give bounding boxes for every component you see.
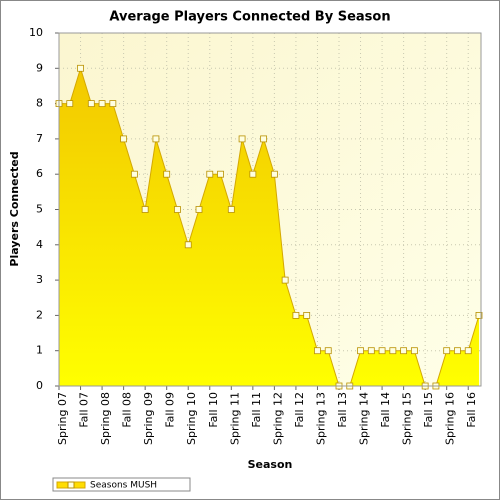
x-tick-label: Fall 09 bbox=[164, 392, 177, 428]
marker bbox=[464, 347, 472, 355]
x-axis-title: Season bbox=[248, 458, 293, 471]
x-tick-label: Fall 11 bbox=[250, 392, 263, 428]
marker bbox=[163, 170, 171, 178]
marker bbox=[120, 135, 128, 143]
marker bbox=[270, 170, 278, 178]
marker bbox=[249, 170, 257, 178]
marker bbox=[454, 347, 461, 355]
marker bbox=[206, 170, 214, 178]
y-tick-label: 3 bbox=[36, 273, 43, 286]
marker bbox=[141, 206, 149, 213]
marker bbox=[260, 135, 268, 143]
marker bbox=[410, 347, 418, 355]
marker bbox=[195, 206, 203, 213]
area bbox=[59, 68, 479, 387]
legend: Seasons MUSH bbox=[52, 477, 191, 492]
marker bbox=[184, 241, 192, 249]
marker bbox=[314, 347, 321, 355]
plot-border bbox=[58, 32, 482, 387]
marker bbox=[77, 64, 84, 72]
x-tick-label: Fall 15 bbox=[422, 392, 435, 428]
x-tick-label: Fall 10 bbox=[207, 392, 220, 428]
marker bbox=[238, 135, 246, 143]
marker bbox=[378, 347, 386, 355]
y-tick-label: 4 bbox=[36, 238, 43, 251]
x-tick-label: Spring 14 bbox=[358, 392, 371, 445]
marker bbox=[292, 311, 300, 319]
marker bbox=[303, 311, 311, 319]
x-tick-label: Spring 15 bbox=[401, 392, 414, 445]
marker bbox=[130, 170, 138, 178]
marker bbox=[357, 347, 364, 355]
marker bbox=[367, 347, 375, 355]
x-tick-label: Fall 16 bbox=[465, 392, 478, 428]
marker bbox=[174, 206, 181, 213]
x-tick-label: Spring 13 bbox=[314, 392, 327, 445]
marker bbox=[98, 100, 106, 107]
y-tick-label: 5 bbox=[36, 203, 43, 216]
y-tick-label: 7 bbox=[36, 132, 43, 145]
y-tick-label: 8 bbox=[36, 97, 43, 110]
marker bbox=[443, 347, 451, 355]
marker bbox=[152, 135, 160, 143]
marker bbox=[324, 347, 332, 355]
x-tick-label: Spring 08 bbox=[99, 392, 112, 445]
y-tick-label: 2 bbox=[36, 308, 43, 321]
legend-marker bbox=[67, 481, 75, 489]
x-tick-label: Fall 08 bbox=[121, 392, 134, 428]
x-tick-label: Spring 12 bbox=[271, 392, 284, 445]
line bbox=[59, 66, 480, 387]
y-tick-label: 9 bbox=[36, 61, 43, 74]
y-tick-label: 1 bbox=[36, 344, 43, 357]
x-tick-label: Spring 10 bbox=[185, 392, 198, 445]
x-tick-label: Fall 14 bbox=[379, 392, 392, 428]
x-tick-label: Spring 07 bbox=[56, 392, 69, 445]
x-tick-label: Fall 07 bbox=[78, 392, 91, 428]
marker bbox=[281, 276, 289, 284]
marker bbox=[400, 347, 408, 355]
chart-title: Average Players Connected By Season bbox=[109, 10, 390, 25]
legend-box bbox=[52, 477, 191, 492]
x-tick-label: Fall 13 bbox=[336, 392, 349, 428]
y-tick-label: 6 bbox=[36, 167, 43, 180]
marker bbox=[227, 206, 235, 213]
x-tick-label: Spring 16 bbox=[444, 392, 457, 445]
marker bbox=[475, 311, 483, 319]
marker bbox=[389, 347, 397, 355]
y-axis-title: Players Connected bbox=[8, 151, 21, 266]
marker bbox=[109, 100, 117, 107]
x-tick-label: Spring 11 bbox=[228, 392, 241, 445]
legend-label: Seasons MUSH bbox=[90, 481, 157, 491]
marker bbox=[87, 100, 95, 107]
marker bbox=[217, 170, 224, 178]
y-tick-label: 10 bbox=[29, 26, 43, 39]
x-tick-label: Fall 12 bbox=[293, 392, 306, 428]
marker bbox=[66, 100, 74, 107]
x-tick-label: Spring 09 bbox=[142, 392, 155, 445]
y-tick-label: 0 bbox=[36, 379, 43, 392]
